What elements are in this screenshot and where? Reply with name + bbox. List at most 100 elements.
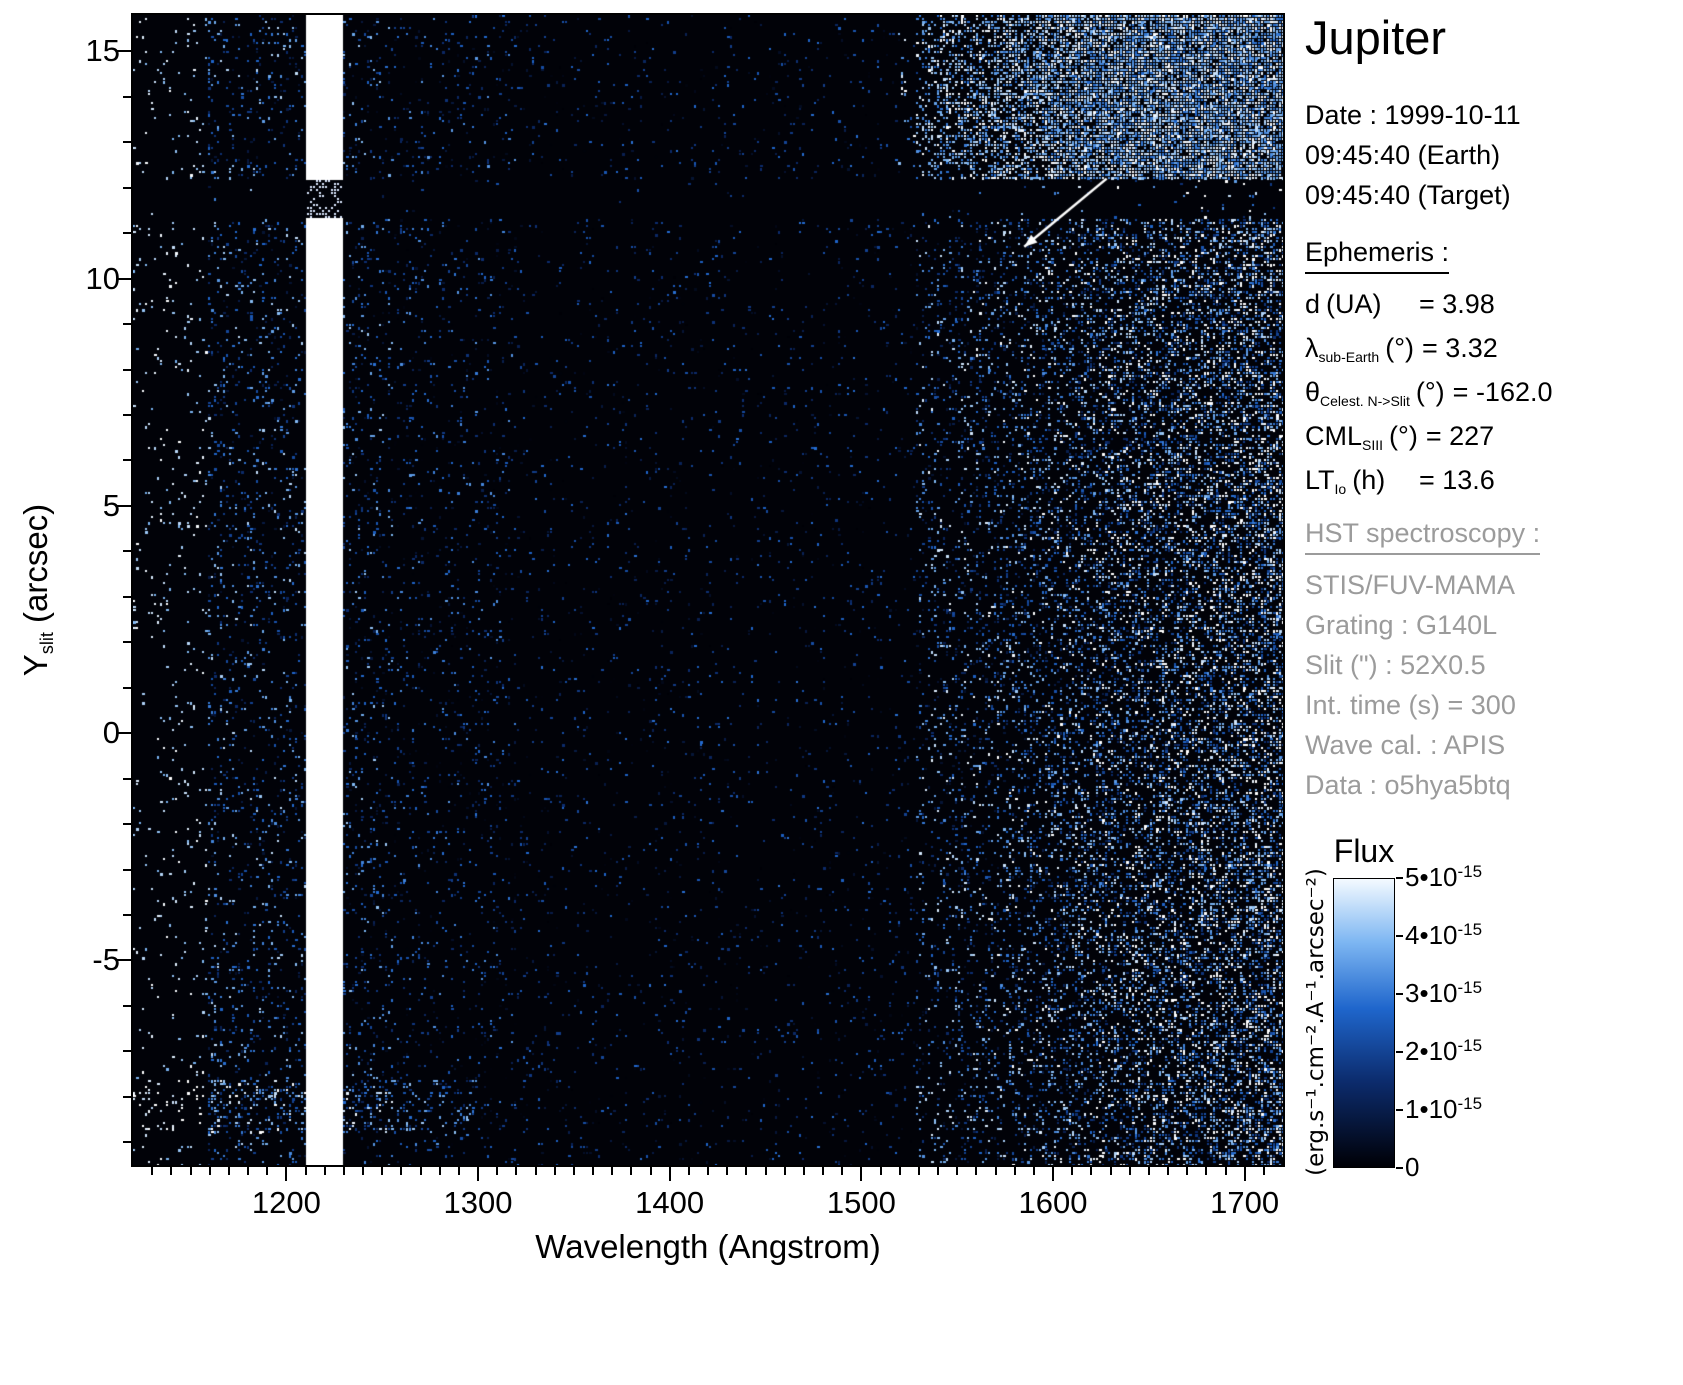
x-axis-minor-tick xyxy=(592,1167,594,1175)
y-axis-major-tick xyxy=(117,277,131,280)
y-axis-tick-label: 0 xyxy=(102,715,120,751)
x-axis-minor-tick xyxy=(1147,1167,1150,1175)
ephemeris-table: d (UA) = 3.98 λsub-Earth (°) = 3.32 θCelest.… xyxy=(1305,284,1680,504)
y-axis-major-tick xyxy=(117,732,131,735)
info-panel: Jupiter Date : 1999-10-11 09:45:40 (Eart… xyxy=(1305,10,1680,805)
x-axis-minor-tick xyxy=(438,1167,441,1175)
x-axis-minor-tick xyxy=(1262,1167,1265,1175)
x-axis-minor-tick xyxy=(630,1167,633,1175)
y-axis-minor-tick xyxy=(123,414,131,416)
hst-dataset: Data : o5hya5btq xyxy=(1305,770,1511,800)
y-axis-minor-tick xyxy=(123,368,131,371)
y-axis-major-tick xyxy=(117,504,131,507)
ephemeris-subscript: sub-Earth xyxy=(1318,349,1380,365)
x-axis-minor-tick xyxy=(1013,1167,1016,1175)
y-axis-minor-tick xyxy=(123,686,131,689)
plot-area xyxy=(131,13,1285,1167)
colorbar-title: Flux xyxy=(1333,833,1395,869)
x-axis-minor-tick xyxy=(1128,1167,1131,1175)
ephemeris-row-sub-earth-lat: λsub-Earth (°) = 3.32 xyxy=(1305,328,1680,372)
x-axis-minor-tick xyxy=(1109,1167,1112,1175)
x-axis-minor-tick xyxy=(822,1167,824,1175)
x-axis-minor-tick xyxy=(208,1167,211,1175)
colorbar-tick-label: 1•10-15 xyxy=(1405,1094,1483,1124)
ephemeris-symbol: d xyxy=(1305,289,1321,319)
x-axis-minor-tick xyxy=(534,1167,537,1175)
ephemeris-row-cml: CMLSIII (°) = 227 xyxy=(1305,416,1680,460)
colorbar-tick xyxy=(1396,1051,1403,1053)
obs-time-target: 09:45:40 (Target) xyxy=(1305,180,1511,210)
ephemeris-subscript: Io xyxy=(1334,481,1347,497)
colorbar-tick-label: 5•10-15 xyxy=(1405,862,1483,892)
x-axis-minor-tick xyxy=(1071,1167,1074,1175)
observation-datetime: Date : 1999-10-11 09:45:40 (Earth) 09:45… xyxy=(1305,95,1680,215)
y-axis-minor-tick xyxy=(123,777,131,780)
target-name: Jupiter xyxy=(1305,11,1447,64)
y-axis-tick-label: -5 xyxy=(92,942,120,978)
x-axis-minor-tick xyxy=(783,1167,786,1175)
ephemeris-unit: (°) xyxy=(1385,333,1414,363)
ephemeris-value: = 3.98 xyxy=(1419,289,1495,319)
colorbar-tick-label: 0 xyxy=(1405,1152,1420,1182)
hst-grating: Grating : G140L xyxy=(1305,610,1498,640)
x-axis-minor-tick xyxy=(151,1167,154,1175)
y-axis-minor-tick xyxy=(123,914,131,916)
x-axis-minor-tick xyxy=(189,1167,192,1175)
x-axis-minor-tick xyxy=(802,1167,805,1175)
y-axis-minor-tick xyxy=(123,1050,131,1053)
ephemeris-symbol: LT xyxy=(1305,465,1335,495)
x-axis-minor-tick xyxy=(227,1167,230,1175)
ephemeris-symbol: θ xyxy=(1305,377,1321,407)
y-axis-title: Yslit (arcsec) xyxy=(17,503,57,676)
y-axis-minor-tick xyxy=(123,595,131,598)
ephemeris-value: = 3.32 xyxy=(1421,333,1498,363)
x-axis-minor-tick xyxy=(937,1167,939,1175)
y-axis-minor-tick xyxy=(123,459,131,462)
ephemeris-heading: Ephemeris : xyxy=(1305,237,1450,274)
y-axis-minor-tick xyxy=(123,95,131,98)
obs-date: Date : 1999-10-11 xyxy=(1305,100,1521,130)
x-axis-minor-tick xyxy=(611,1167,614,1175)
colorbar-tick-label: 3•10-15 xyxy=(1405,978,1483,1008)
x-axis-tick-label: 1600 xyxy=(1018,1185,1088,1220)
ephemeris-label: d (UA) xyxy=(1305,284,1411,328)
ephemeris-value: = -162.0 xyxy=(1452,377,1553,407)
colorbar-tick xyxy=(1396,1109,1403,1111)
x-axis-minor-tick xyxy=(266,1167,269,1175)
y-axis-minor-tick xyxy=(123,323,131,326)
x-axis-minor-tick xyxy=(1167,1167,1169,1175)
y-axis-major-tick xyxy=(117,959,131,962)
x-axis-minor-tick xyxy=(400,1167,403,1175)
ephemeris-value: = 227 xyxy=(1425,421,1495,451)
ephemeris-subscript: Celest. N->Slit xyxy=(1320,393,1410,409)
y-axis-minor-tick xyxy=(123,823,131,826)
x-axis-minor-tick xyxy=(1032,1167,1035,1175)
x-axis-minor-tick xyxy=(879,1167,882,1175)
ephemeris-label: LTIo (h) xyxy=(1305,460,1411,504)
x-axis-minor-tick xyxy=(898,1167,901,1175)
x-axis-minor-tick xyxy=(1186,1167,1189,1175)
ephemeris-label: θCelest. N->Slit (°) xyxy=(1305,372,1445,416)
x-axis-minor-tick xyxy=(247,1167,249,1175)
ephemeris-label: λsub-Earth (°) xyxy=(1305,328,1414,372)
ephemeris-symbol: CML xyxy=(1305,421,1363,451)
x-axis-tick-label: 1400 xyxy=(635,1185,705,1220)
y-axis-title-unit: (arcsec) xyxy=(17,503,54,623)
x-axis-minor-tick xyxy=(323,1167,326,1175)
ephemeris-unit: (°) xyxy=(1415,377,1445,407)
y-axis-tick-label: 15 xyxy=(85,33,120,69)
colorbar-tick xyxy=(1396,935,1403,937)
hst-slit: Slit (") : 52X0.5 xyxy=(1305,650,1486,680)
spectral-image xyxy=(133,15,1283,1165)
x-axis-minor-tick xyxy=(496,1167,499,1175)
x-axis-minor-tick xyxy=(1224,1167,1227,1175)
x-axis-major-tick xyxy=(1243,1167,1246,1181)
x-axis-title: Wavelength (Angstrom) xyxy=(535,1228,881,1265)
x-axis-major-tick xyxy=(477,1167,479,1181)
ephemeris-label: CMLSIII (°) xyxy=(1305,416,1418,460)
x-axis-minor-tick xyxy=(707,1167,709,1175)
x-axis-minor-tick xyxy=(381,1167,384,1175)
x-axis-tick-label: 1700 xyxy=(1210,1185,1280,1220)
colorbar xyxy=(1333,878,1395,1168)
